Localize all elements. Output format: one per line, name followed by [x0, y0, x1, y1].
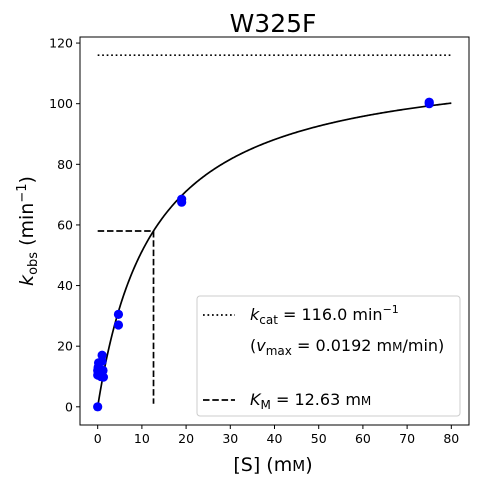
series-lines: [96, 54, 452, 407]
x-axis-label: [S] (mM): [233, 454, 312, 476]
data-points: [93, 97, 434, 412]
y-axis-label: kobs (min−1): [15, 176, 41, 286]
data-point: [424, 99, 434, 109]
y-axis: 0 20 40 60 80 100 120: [49, 36, 80, 414]
x-tick-label: 50: [311, 431, 327, 446]
y-tick-label: 20: [57, 339, 73, 354]
y-tick-label: 60: [57, 217, 73, 232]
data-point: [177, 197, 187, 207]
legend-entry: kcat = 116.0 min−1: [250, 303, 399, 327]
data-point: [98, 372, 109, 382]
y-tick-label: 80: [57, 157, 73, 172]
x-axis: 0 10 20 30 40 50 60 70 80: [94, 425, 459, 446]
data-point: [113, 320, 124, 330]
x-tick-label: 0: [94, 431, 102, 446]
legend-entry: KM = 12.63 mM: [250, 390, 371, 412]
fit-curve: [96, 102, 452, 407]
x-tick-label: 60: [355, 431, 371, 446]
y-tick-label: 100: [49, 96, 73, 111]
x-tick-label: 10: [134, 431, 150, 446]
plot-area: 0 10 20 30 40 50 60 70 80 0 20 40 60 80 100 120: [49, 36, 470, 446]
chart-title: W325F: [230, 9, 317, 38]
data-point: [98, 365, 108, 376]
legend-entry: (vmax = 0.0192 mM/min): [250, 336, 444, 358]
x-tick-label: 20: [178, 431, 194, 446]
legend-frame: [196, 295, 461, 417]
y-tick-label: 120: [49, 36, 73, 51]
data-point: [113, 309, 124, 319]
legend: kcat = 116.0 min−1 (vmax = 0.0192 mM/min)…: [196, 295, 461, 417]
x-tick-label: 70: [399, 431, 415, 446]
x-tick-label: 80: [443, 431, 459, 446]
y-tick-label: 0: [65, 399, 73, 414]
data-point: [97, 350, 107, 360]
y-tick-label: 40: [57, 278, 73, 293]
km-guide-line: [97, 230, 155, 404]
data-point: [93, 402, 103, 412]
x-tick-label: 40: [267, 431, 283, 446]
x-tick-label: 30: [222, 431, 238, 446]
